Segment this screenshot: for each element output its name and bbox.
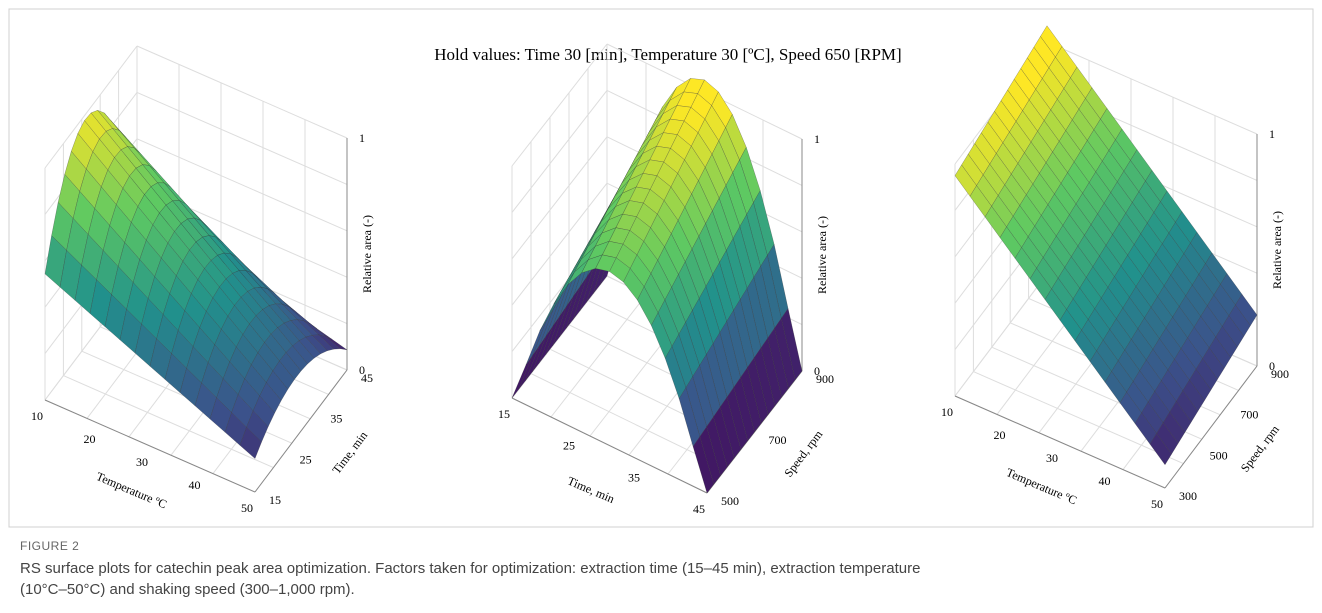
z-tick-label: 1 (814, 132, 820, 146)
x-tick-label: 10 (941, 405, 953, 419)
panel-grid (530, 373, 727, 470)
x-tick-label: 45 (693, 502, 705, 516)
y-tick-label: 35 (330, 412, 342, 426)
y-tick-label: 25 (300, 452, 312, 466)
panel-grid (63, 375, 274, 469)
z-tick-label: 0 (359, 363, 365, 377)
panel-grid (136, 45, 348, 139)
axis-line (1164, 365, 1258, 489)
x-tick-label: 20 (84, 432, 96, 446)
x-tick-label: 40 (1099, 474, 1111, 488)
panel-grid (511, 182, 608, 306)
panel-grid (511, 43, 608, 167)
x-tick-label: 30 (1046, 451, 1058, 465)
panel-grid (954, 273, 1048, 397)
y-tick-label: 300 (1179, 489, 1197, 503)
surface-cell (1149, 433, 1172, 466)
y-tick-label: 45 (361, 371, 373, 385)
panel-grid (511, 90, 608, 213)
x-tick-label: 20 (994, 428, 1006, 442)
x-tick-label: 30 (136, 455, 148, 469)
caption-line: (10°C–50°C) and shaking speed (300–1,000… (20, 581, 355, 598)
panel-grid (511, 136, 608, 260)
surface-cell (239, 426, 262, 459)
x-tick-label: 50 (241, 501, 253, 515)
x-tick-label: 15 (498, 407, 510, 421)
z-tick-label: 1 (359, 131, 365, 145)
y-tick-label: 15 (269, 493, 281, 507)
y-tick-label: 900 (1271, 367, 1289, 381)
y-tick-label: 700 (769, 433, 787, 447)
axis-line (511, 397, 708, 494)
panel-grid (550, 294, 647, 418)
x-tick-label: 10 (31, 409, 43, 423)
x-tick-label: 35 (628, 470, 640, 484)
panel-grid (136, 138, 348, 232)
z-tick-label: 1 (1269, 127, 1275, 141)
z-tick-label: 0 (1269, 359, 1275, 373)
panel-grid (1046, 41, 1258, 135)
panel-grid (973, 371, 1184, 465)
hold-values: Hold values: Time 30 [min], Temperature … (434, 45, 901, 64)
x-tick-label: 25 (563, 439, 575, 453)
x-tick-label: 50 (1151, 497, 1163, 511)
axis-line (954, 395, 1166, 489)
surface-cell (692, 436, 715, 494)
caption-line: RS surface plots for catechin peak area … (20, 560, 920, 577)
z-axis-label: Relative area (-) (815, 216, 829, 294)
caption-label: FIGURE 2 (20, 539, 79, 553)
axis-line (44, 399, 256, 493)
axis-line (254, 369, 348, 493)
x-tick-label: 40 (189, 478, 201, 492)
z-axis-label: Relative area (-) (360, 215, 374, 293)
z-tick-label: 0 (814, 364, 820, 378)
y-tick-label: 700 (1240, 408, 1258, 422)
y-tick-label: 500 (721, 494, 739, 508)
z-axis-label: Relative area (-) (1270, 211, 1284, 289)
y-tick-label: 900 (816, 372, 834, 386)
panel-grid (136, 91, 348, 185)
y-tick-label: 500 (1210, 448, 1228, 462)
panel-grid (44, 45, 138, 169)
